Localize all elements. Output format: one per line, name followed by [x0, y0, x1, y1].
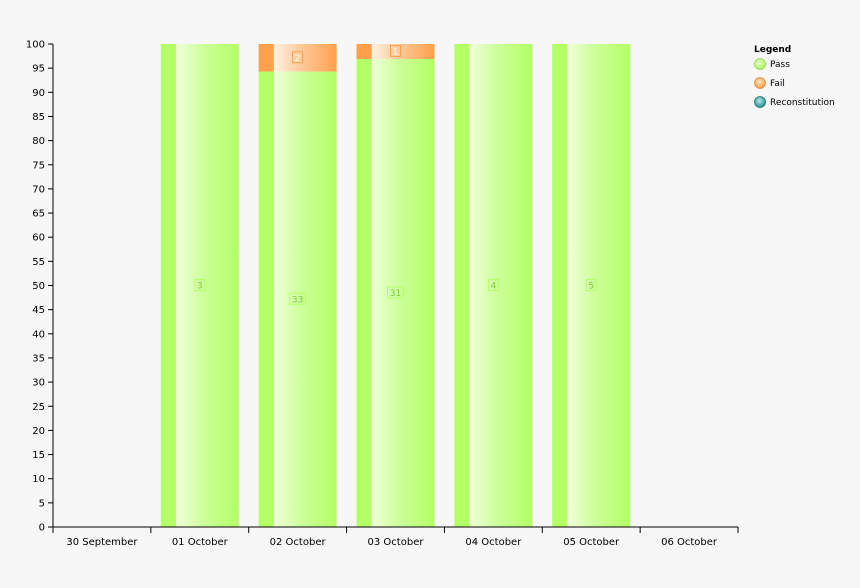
x-tick-label-5: 05 October	[563, 537, 620, 548]
data-label-fail-2: 2	[295, 54, 301, 64]
x-tick-label-2: 02 October	[270, 537, 327, 548]
bar-fail-3	[356, 44, 435, 59]
y-tick-label-55: 55	[32, 257, 45, 268]
bar-fail-2	[258, 44, 337, 72]
y-tick-label-45: 45	[32, 305, 45, 316]
legend-label-fail: Fail	[770, 79, 785, 89]
x-tick-label-1: 01 October	[172, 537, 229, 548]
y-tick-label-95: 95	[32, 64, 45, 75]
bar-pass-3	[356, 58, 435, 527]
bar-pass-4	[454, 44, 533, 527]
legend-label-reconstitution: Reconstitution	[770, 98, 835, 108]
y-tick-label-25: 25	[32, 402, 45, 413]
y-tick-label-30: 30	[32, 378, 45, 389]
legend-title: Legend	[754, 45, 791, 55]
y-tick-label-100: 100	[26, 40, 45, 51]
bar-pass-5	[552, 44, 631, 527]
data-label-pass-2: 33	[292, 295, 303, 305]
y-tick-label-35: 35	[32, 353, 45, 364]
y-tick-label-0: 0	[39, 523, 45, 534]
y-tick-label-5: 5	[39, 498, 45, 509]
legend-marker-reconstitution	[754, 96, 766, 108]
x-tick-label-4: 04 October	[465, 537, 522, 548]
y-tick-label-70: 70	[32, 184, 45, 195]
data-label-box-fail-2	[292, 51, 304, 64]
data-label-pass-4: 4	[490, 282, 496, 292]
data-label-pass-5: 5	[588, 282, 594, 292]
axes: 0510152025303540455055606570758085909510…	[26, 40, 739, 548]
legend-marker-pass	[754, 58, 766, 70]
y-tick-label-80: 80	[32, 136, 45, 147]
bar-pass-1	[160, 44, 239, 527]
x-tick-label-6: 06 October	[661, 537, 718, 548]
y-tick-label-65: 65	[32, 209, 45, 220]
data-label-box-pass-1	[194, 279, 206, 291]
bar-pass-2	[258, 71, 337, 527]
y-tick-label-90: 90	[32, 88, 45, 99]
legend: Legend Pass Fail Reconstitution	[754, 45, 835, 108]
data-label-pass-3: 31	[390, 289, 401, 299]
y-tick-label-50: 50	[32, 281, 45, 292]
data-label-fail-3: 1	[393, 47, 399, 57]
data-label-box-pass-4	[487, 279, 499, 291]
x-tick-label-3: 03 October	[368, 537, 425, 548]
data-label-box-pass-2	[289, 292, 307, 305]
data-label-pass-1: 3	[197, 282, 203, 292]
x-tick-label-0: 30 September	[66, 537, 138, 548]
data-label-box-pass-3	[387, 286, 404, 299]
y-tick-label-85: 85	[32, 112, 45, 123]
y-tick-label-75: 75	[32, 160, 45, 171]
legend-marker-fail	[754, 77, 766, 89]
legend-label-pass: Pass	[770, 60, 790, 70]
y-tick-label-20: 20	[32, 426, 45, 437]
y-tick-label-60: 60	[32, 233, 45, 244]
y-tick-label-40: 40	[32, 329, 45, 340]
data-label-box-pass-5	[585, 279, 597, 291]
data-label-box-fail-3	[390, 44, 401, 57]
y-tick-label-10: 10	[32, 474, 45, 485]
y-tick-label-15: 15	[32, 450, 45, 461]
